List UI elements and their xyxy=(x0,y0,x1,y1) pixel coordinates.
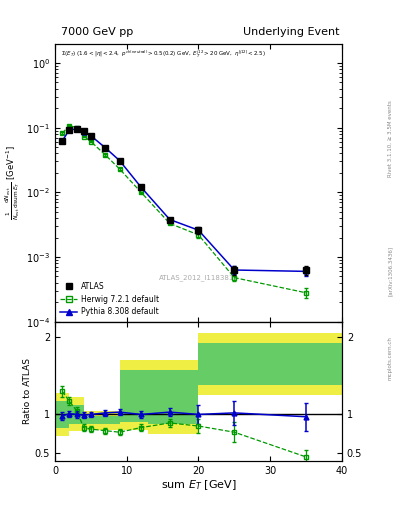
Legend: ATLAS, Herwig 7.2.1 default, Pythia 8.308 default: ATLAS, Herwig 7.2.1 default, Pythia 8.30… xyxy=(59,280,161,318)
Bar xyxy=(148,370,198,424)
Text: mcplots.cern.ch: mcplots.cern.ch xyxy=(387,336,392,380)
Bar xyxy=(55,400,70,429)
Bar xyxy=(119,370,148,422)
Bar xyxy=(198,344,249,385)
Y-axis label: $\frac{1}{N_\mathrm{evt}}\frac{\mathrm{d}N_\mathrm{evt}}{\mathrm{d\,sum\,}E_T}\ : $\frac{1}{N_\mathrm{evt}}\frac{\mathrm{d… xyxy=(3,145,22,220)
Text: ATLAS_2012_I1183818: ATLAS_2012_I1183818 xyxy=(158,274,239,281)
Bar xyxy=(119,360,148,430)
Bar xyxy=(84,411,98,430)
Text: Underlying Event: Underlying Event xyxy=(243,27,340,37)
Y-axis label: Ratio to ATLAS: Ratio to ATLAS xyxy=(23,358,32,424)
Text: [arXiv:1306.3436]: [arXiv:1306.3436] xyxy=(387,246,392,296)
Bar xyxy=(198,333,249,395)
Text: 7000 GeV pp: 7000 GeV pp xyxy=(61,27,133,37)
Bar xyxy=(98,416,119,424)
Bar xyxy=(70,397,84,432)
Text: Rivet 3.1.10, ≥ 3.5M events: Rivet 3.1.10, ≥ 3.5M events xyxy=(387,100,392,177)
Bar xyxy=(70,405,84,424)
Bar xyxy=(249,333,342,395)
Bar xyxy=(84,416,98,424)
Bar xyxy=(55,393,70,436)
X-axis label: sum $E_T$ [GeV]: sum $E_T$ [GeV] xyxy=(161,478,236,492)
Text: $\Sigma(E_T)\ (1.6<|\eta|<2.4,\ p^{ch(neutral)}>0.5(0.2)\ \mathrm{GeV},\ E_T^{j1: $\Sigma(E_T)\ (1.6<|\eta|<2.4,\ p^{ch(ne… xyxy=(61,48,266,58)
Bar xyxy=(148,360,198,434)
Bar xyxy=(98,411,119,430)
Bar xyxy=(249,344,342,385)
